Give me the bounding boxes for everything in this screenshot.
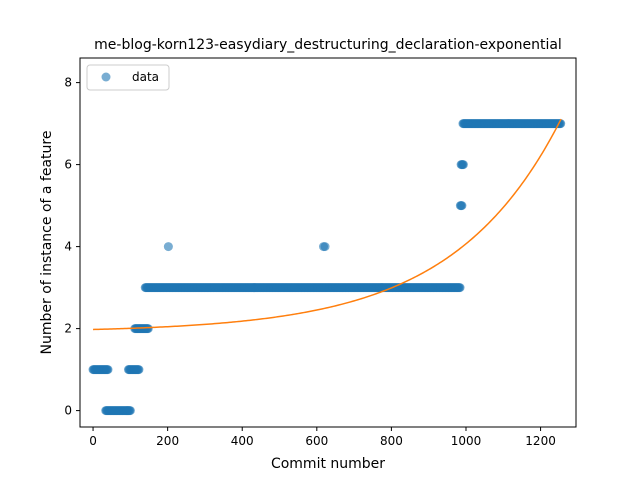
data-point xyxy=(163,242,173,252)
data-point xyxy=(125,406,135,416)
x-tick-label: 600 xyxy=(305,434,328,448)
fit-line xyxy=(93,118,562,331)
chart-title: me-blog-korn123-easydiary_destructuring_… xyxy=(94,37,562,53)
axes-frame xyxy=(79,57,577,428)
legend-marker-data xyxy=(101,72,111,82)
axes-background xyxy=(80,58,576,427)
x-tick-label: 1200 xyxy=(525,434,556,448)
y-tick-label: 8 xyxy=(64,76,72,90)
y-tick-label: 0 xyxy=(64,404,72,418)
plot-area xyxy=(79,57,577,428)
x-tick-label: 200 xyxy=(156,434,179,448)
x-tick-label: 400 xyxy=(231,434,254,448)
data-point xyxy=(556,119,566,129)
legend: data xyxy=(86,64,170,91)
y-tick-label: 2 xyxy=(64,322,72,336)
data-point xyxy=(134,365,144,375)
data-point xyxy=(320,242,330,252)
x-axis-ticks: 0 200 400 600 800 1000 1200 xyxy=(89,427,556,448)
data-marks xyxy=(88,118,566,416)
data-point xyxy=(143,324,153,334)
data-point xyxy=(103,365,113,375)
data-point xyxy=(458,160,468,170)
x-axis-label: Commit number xyxy=(271,456,385,472)
y-tick-label: 4 xyxy=(64,240,72,254)
legend-label-data: data xyxy=(132,70,159,84)
y-tick-label: 6 xyxy=(64,158,72,172)
x-tick-label: 0 xyxy=(89,434,97,448)
y-axis-ticks: 0 2 4 6 8 xyxy=(64,76,80,418)
x-tick-label: 800 xyxy=(380,434,403,448)
x-tick-label: 1000 xyxy=(451,434,482,448)
data-point xyxy=(455,283,465,293)
legend-box xyxy=(86,64,170,91)
y-axis-label: Number of instance of a feature xyxy=(39,131,55,355)
data-point xyxy=(457,201,467,211)
